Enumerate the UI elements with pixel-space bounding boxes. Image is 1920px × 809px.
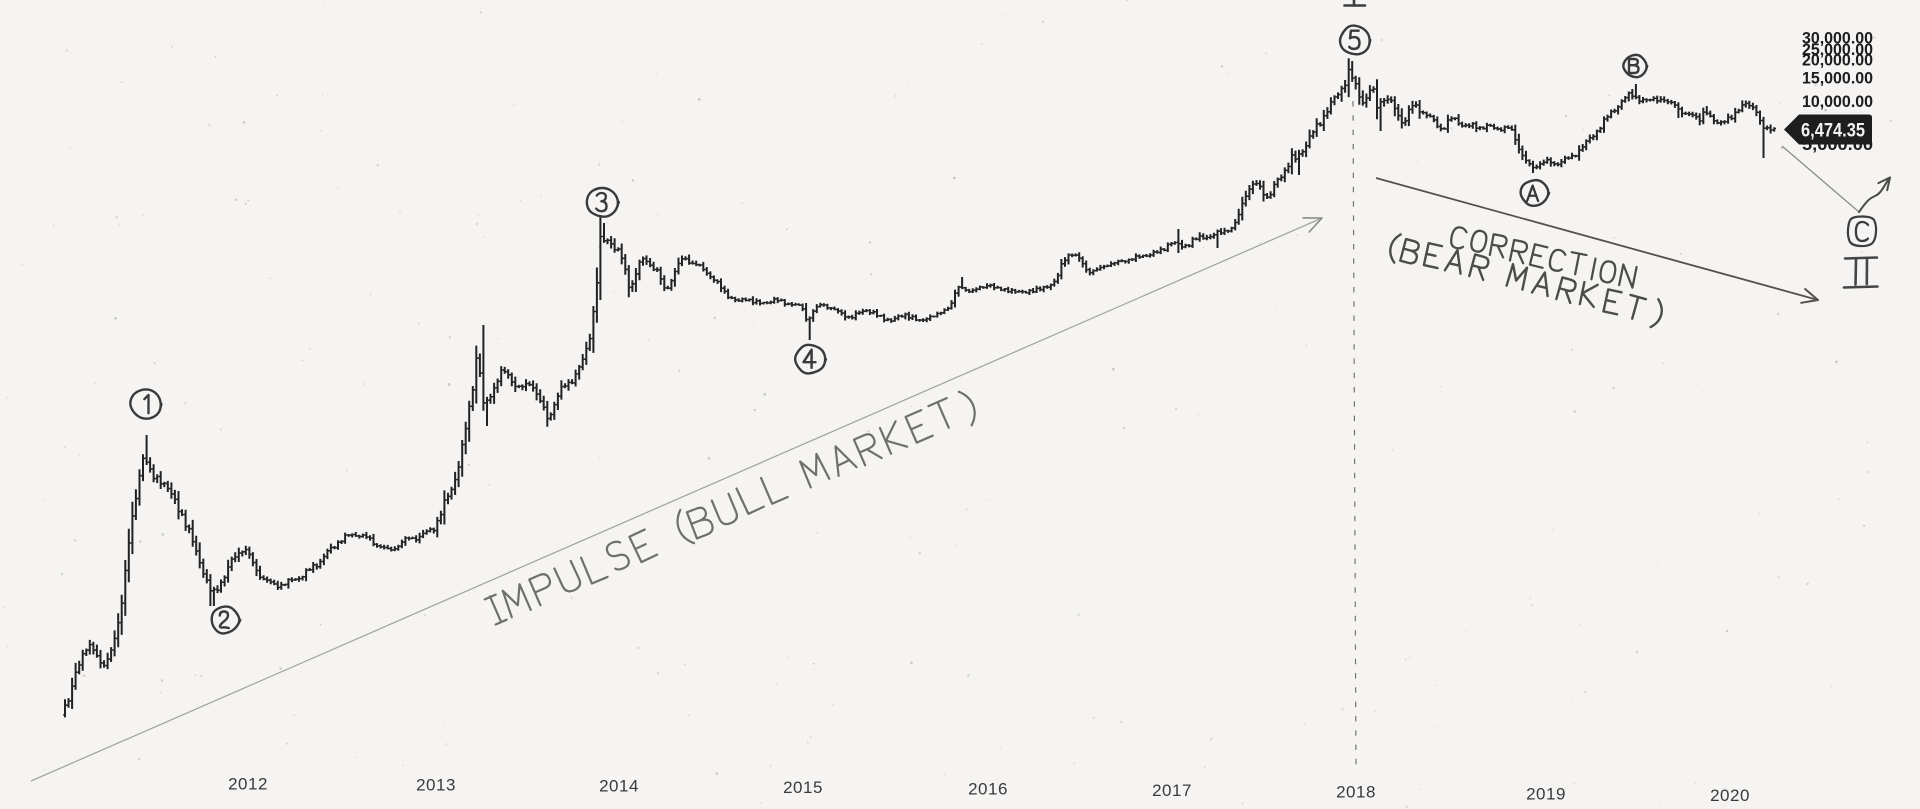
svg-text:2014: 2014 [599,777,639,796]
svg-text:2012: 2012 [228,775,268,794]
svg-text:25,000.00: 25,000.00 [1802,41,1873,59]
svg-text:2020: 2020 [1710,786,1750,805]
svg-text:2016: 2016 [968,780,1008,799]
svg-text:2015: 2015 [783,778,823,797]
svg-text:30,000.00: 30,000.00 [1802,30,1873,48]
svg-text:2019: 2019 [1526,785,1566,804]
svg-text:2017: 2017 [1152,781,1192,800]
svg-text:20,000.00: 20,000.00 [1802,52,1873,70]
svg-text:6,474.35: 6,474.35 [1801,121,1865,142]
svg-text:10,000.00: 10,000.00 [1802,93,1873,111]
svg-text:15,000.00: 15,000.00 [1802,70,1873,88]
svg-text:2018: 2018 [1336,783,1376,802]
svg-text:2013: 2013 [416,776,456,795]
